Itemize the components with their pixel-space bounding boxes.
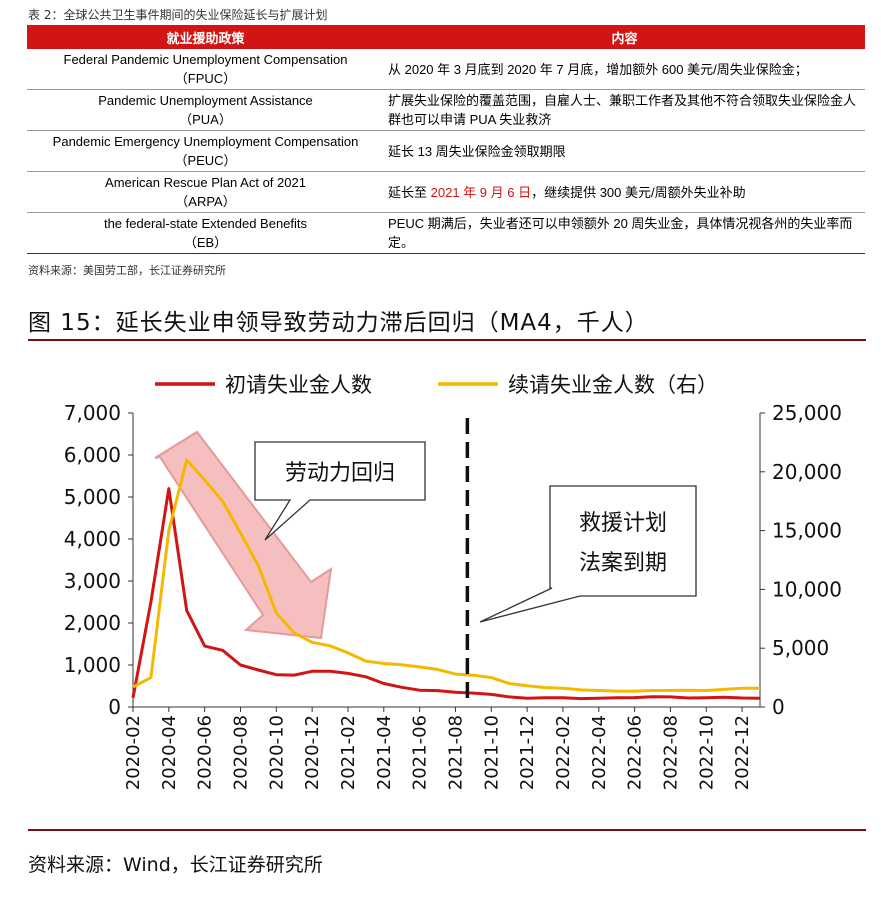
content-cell: 扩展失业保险的覆盖范围，自雇人士、兼职工作者及其他不符合领取失业保险金人群也可以… [384, 89, 865, 131]
bottom-rule [28, 829, 866, 831]
left-tick-label: 3,000 [64, 569, 121, 593]
table-row: the federal-state Extended Benefits （EB）… [27, 212, 865, 254]
x-tick-label: 2021-10 [481, 715, 502, 790]
table-row: Pandemic Emergency Unemployment Compensa… [27, 130, 865, 172]
content-cell: 延长 13 周失业保险金领取期限 [384, 130, 865, 172]
header-policy: 就业援助政策 [27, 25, 384, 49]
left-tick-label: 1,000 [64, 653, 121, 677]
policy-cell: Pandemic Unemployment Assistance （PUA） [27, 89, 384, 131]
x-tick-label: 2022-04 [589, 715, 610, 790]
policy-name: Federal Pandemic Unemployment Compensati… [63, 52, 348, 67]
content-text: 延长至 [388, 184, 431, 200]
series-line-continuing-claims [132, 458, 760, 693]
x-tick-label: 2020-10 [266, 715, 287, 790]
figure-source: 资料来源：Wind，长江证券研究所 [28, 854, 323, 876]
content-cell: 延长至 2021 年 9 月 6 日，继续提供 300 美元/周额外失业补助 [384, 171, 865, 213]
policy-abbr: （ARPA） [175, 194, 236, 209]
callout-dashed-text: 救援计划 [579, 511, 667, 536]
policy-cell: the federal-state Extended Benefits （EB） [27, 212, 384, 254]
x-tick-label: 2021-02 [338, 715, 359, 790]
table-header-row: 就业援助政策 内容 [27, 25, 865, 49]
x-tick-label: 2021-06 [410, 715, 431, 790]
table-row: Pandemic Unemployment Assistance （PUA） 扩… [27, 89, 865, 131]
x-tick-label: 2020-12 [302, 715, 323, 790]
table-source: 资料来源：美国劳工部，长江证券研究所 [28, 264, 226, 277]
policy-cell: Pandemic Emergency Unemployment Compensa… [27, 130, 384, 172]
series-line-initial-claims [131, 487, 761, 701]
right-tick-label: 5,000 [772, 636, 829, 660]
line-chart: 0 1,000 2,000 3,000 4,000 5,000 6,000 7,000 0 5,0… [64, 373, 842, 790]
content-cell: 从 2020 年 3 月底到 2020 年 7 月底，增加额外 600 美元/周… [384, 49, 865, 90]
content-text: PEUC 期满后，失业者还可以申领额外 20 周失业金，具体情况视各州的失业率而… [388, 216, 853, 250]
left-tick-label: 2,000 [64, 611, 121, 635]
legend-label: 初请失业金人数 [225, 373, 372, 397]
left-tick-label: 5,000 [64, 485, 121, 509]
figure-title: 图 15：延长失业申领导致劳动力滞后回归（MA4，千人） [28, 310, 649, 336]
right-tick-label: 20,000 [772, 460, 842, 484]
title-rule [28, 339, 866, 341]
policy-name: the federal-state Extended Benefits [103, 216, 308, 231]
highlight-date: 2021 年 9 月 6 日 [430, 184, 532, 200]
content-text: 延长 13 周失业保险金领取期限 [388, 143, 566, 159]
x-tick-label: 2021-04 [374, 715, 395, 790]
x-tick-label: 2020-04 [159, 715, 180, 790]
content-text-tail: ，继续提供 300 美元/周额外失业补助 [531, 184, 746, 200]
left-tick-label: 7,000 [64, 401, 121, 425]
callout-box-dashed [479, 485, 697, 623]
left-tick-label: 6,000 [64, 443, 121, 467]
policy-name: Pandemic Emergency Unemployment Compensa… [52, 134, 359, 149]
x-tick-label: 2022-12 [732, 715, 753, 790]
right-tick-label: 25,000 [772, 401, 842, 425]
callout-dashed-text: 法案到期 [579, 551, 667, 576]
policy-abbr: （PEUC） [174, 153, 237, 168]
table-caption: 表 2：全球公共卫生事件期间的失业保险延长与扩展计划 [28, 8, 328, 22]
table-row: American Rescue Plan Act of 2021 （ARPA） … [27, 171, 865, 213]
policy-name: American Rescue Plan Act of 2021 [105, 175, 306, 190]
x-tick-label: 2022-08 [660, 715, 681, 790]
x-tick-label: 2022-02 [553, 715, 574, 790]
table-row: Federal Pandemic Unemployment Compensati… [27, 49, 865, 90]
callout-box-arrow [254, 441, 426, 541]
right-tick-label: 0 [772, 695, 785, 719]
x-tick-label: 2022-10 [696, 715, 717, 790]
policy-abbr: （FPUC） [174, 71, 237, 86]
x-tick-label: 2020-08 [230, 715, 251, 790]
policy-table: 就业援助政策 内容 Federal Pandemic Unemployment … [27, 25, 865, 254]
content-cell: PEUC 期满后，失业者还可以申领额外 20 周失业金，具体情况视各州的失业率而… [384, 212, 865, 254]
right-tick-label: 10,000 [772, 577, 842, 601]
policy-abbr: （EB） [183, 235, 228, 250]
policy-cell: Federal Pandemic Unemployment Compensati… [27, 49, 384, 90]
header-content: 内容 [384, 25, 865, 49]
left-tick-label: 0 [108, 695, 121, 719]
left-tick-label: 4,000 [64, 527, 121, 551]
callout-arrow-text: 劳动力回归 [285, 461, 395, 486]
content-text: 从 2020 年 3 月底到 2020 年 7 月底，增加额外 600 美元/周… [388, 61, 808, 77]
content-text: 扩展失业保险的覆盖范围，自雇人士、兼职工作者及其他不符合领取失业保险金人群也可以… [388, 93, 857, 127]
x-tick-label: 2020-06 [195, 715, 216, 790]
right-tick-label: 15,000 [772, 519, 842, 543]
policy-name: Pandemic Unemployment Assistance [98, 93, 313, 108]
legend-label: 续请失业金人数（右） [508, 373, 718, 397]
x-tick-label: 2021-12 [517, 715, 538, 790]
policy-cell: American Rescue Plan Act of 2021 （ARPA） [27, 171, 384, 213]
x-tick-label: 2022-06 [625, 715, 646, 790]
x-tick-label: 2020-02 [123, 715, 144, 790]
policy-abbr: （PUA） [179, 112, 232, 127]
x-tick-label: 2021-08 [445, 715, 466, 790]
